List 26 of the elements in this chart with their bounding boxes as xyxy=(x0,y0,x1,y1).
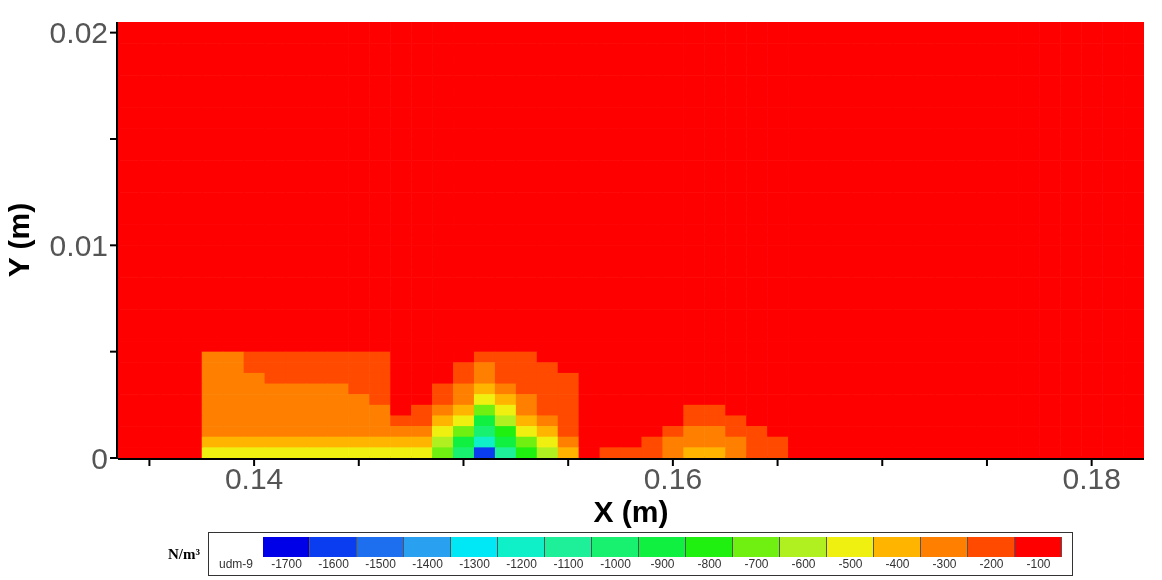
y-tick-label: 0.01 xyxy=(49,228,108,262)
x-tick-label: 0.18 xyxy=(1062,462,1121,496)
color-bar-title: N/m³ xyxy=(168,545,200,563)
color-bar-label: -400 xyxy=(884,557,911,571)
color-bar-label: -1500 xyxy=(364,557,397,571)
color-bar-label: -300 xyxy=(931,557,958,571)
color-bar-label: -1000 xyxy=(599,557,632,571)
color-bar-label: -800 xyxy=(696,557,723,571)
color-bar-label: -500 xyxy=(837,557,864,571)
color-bar-label: -1600 xyxy=(317,557,350,571)
y-tick-label: 0.02 xyxy=(49,16,108,50)
color-bar-label: -900 xyxy=(649,557,676,571)
x-axis-title: X (m) xyxy=(593,495,669,528)
color-bar-label: -1400 xyxy=(411,557,444,571)
color-bar-label: -700 xyxy=(743,557,770,571)
text: udm-9 xyxy=(219,557,254,571)
y-tick-label: 0 xyxy=(91,441,108,475)
color-bar-label: -1700 xyxy=(270,557,303,571)
color-bar-label: -1100 xyxy=(552,557,585,571)
color-bar-label: -1300 xyxy=(458,557,491,571)
x-tick-label: 0.16 xyxy=(643,462,703,496)
color-bar-label: -600 xyxy=(790,557,817,571)
color-bar-label: -200 xyxy=(978,557,1005,571)
x-tick-label: 0.14 xyxy=(224,462,284,496)
color-bar-label: -1200 xyxy=(505,557,538,571)
color-bar-label: -100 xyxy=(1025,557,1052,571)
